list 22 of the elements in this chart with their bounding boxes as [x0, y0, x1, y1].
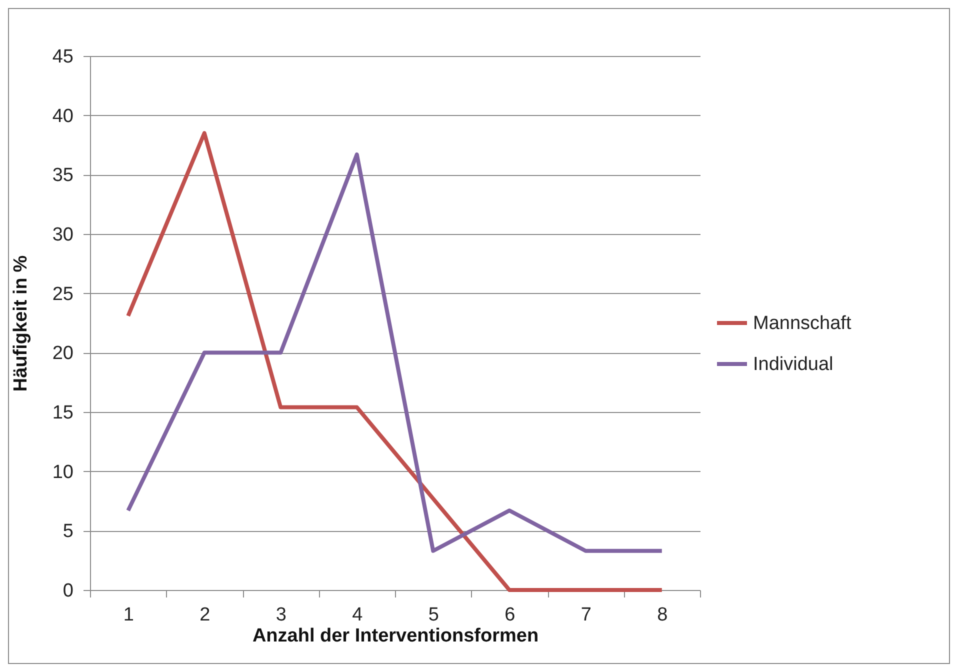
x-tick-label: 3 — [276, 604, 286, 626]
x-tick-label: 5 — [428, 604, 439, 626]
y-tick-label: 30 — [52, 224, 74, 246]
y-tick-label: 10 — [52, 462, 74, 483]
x-tick-label: 4 — [352, 604, 364, 626]
y-axis-title: Häufigkeit in % — [10, 255, 32, 392]
y-tick-label: 40 — [52, 106, 74, 127]
y-tick-label: 35 — [52, 165, 74, 186]
y-tick-label: 45 — [52, 46, 74, 68]
y-tick-label: 25 — [52, 284, 74, 305]
y-tick-label: 0 — [62, 580, 74, 602]
x-tick-label: 2 — [200, 604, 210, 626]
x-tick-label: 7 — [580, 604, 592, 626]
x-tick-label: 8 — [657, 604, 668, 626]
x-tick-label: 6 — [504, 604, 516, 626]
y-tick-label: 20 — [52, 343, 74, 364]
legend-label: Mannschaft — [753, 313, 852, 334]
x-tick-label: 1 — [123, 604, 134, 626]
legend-label: Individual — [753, 354, 834, 375]
x-axis-title: Anzahl der Interventionsformen — [252, 626, 539, 646]
y-tick-label: 5 — [62, 521, 74, 542]
y-tick-label: 15 — [52, 402, 74, 424]
